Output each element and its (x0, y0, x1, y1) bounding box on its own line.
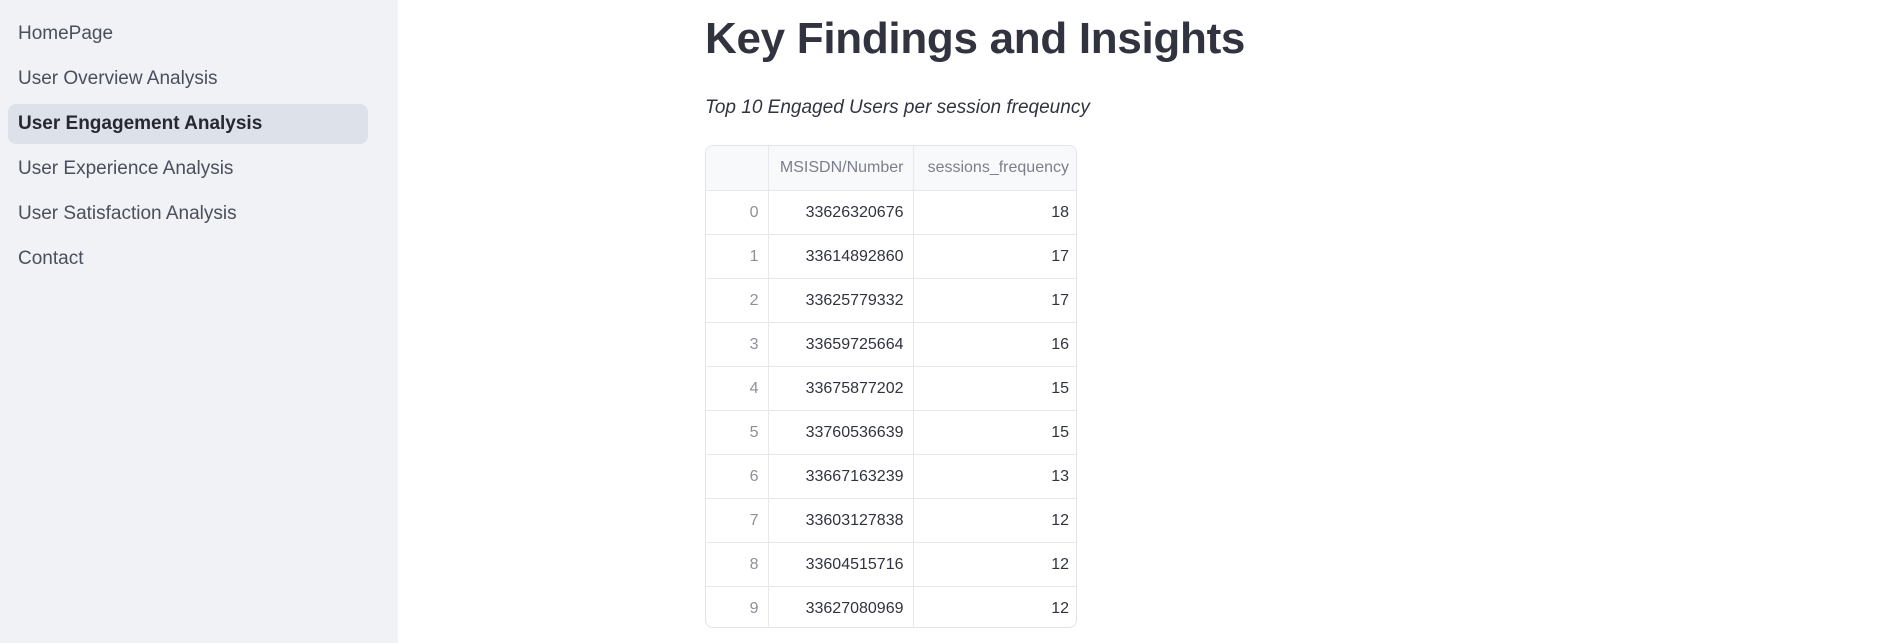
msisdn-cell[interactable]: 33626320676 (768, 190, 914, 235)
data-table[interactable]: MSISDN/Number sessions_frequency 0 33626… (705, 145, 1077, 628)
table-row: 4 33675877202 15 (706, 366, 1076, 411)
sidebar-item-user-experience-analysis[interactable]: User Experience Analysis (18, 158, 234, 179)
msisdn-cell[interactable]: 33625779332 (768, 278, 914, 323)
row-index[interactable]: 1 (706, 234, 769, 279)
row-index[interactable]: 0 (706, 190, 769, 235)
table-row: 8 33604515716 12 (706, 542, 1076, 587)
row-index[interactable]: 4 (706, 366, 769, 411)
table-row: 1 33614892860 17 (706, 234, 1076, 279)
table-row: 2 33625779332 17 (706, 278, 1076, 323)
sessions-frequency-cell[interactable]: 15 (913, 410, 1076, 455)
table-row: 6 33667163239 13 (706, 454, 1076, 499)
row-index[interactable]: 9 (706, 586, 769, 627)
table-caption: Top 10 Engaged Users per session freqeun… (705, 97, 1090, 118)
table-row: 7 33603127838 12 (706, 498, 1076, 543)
msisdn-cell[interactable]: 33603127838 (768, 498, 914, 543)
row-index[interactable]: 2 (706, 278, 769, 323)
sessions-frequency-cell[interactable]: 17 (913, 234, 1076, 279)
sessions-frequency-cell[interactable]: 16 (913, 322, 1076, 367)
row-index[interactable]: 7 (706, 498, 769, 543)
sidebar-item-contact[interactable]: Contact (18, 248, 84, 269)
sessions-frequency-cell[interactable]: 12 (913, 498, 1076, 543)
sidebar-item-user-overview-analysis[interactable]: User Overview Analysis (18, 68, 218, 89)
table-row: 5 33760536639 15 (706, 410, 1076, 455)
msisdn-cell[interactable]: 33627080969 (768, 586, 914, 627)
sidebar-item-user-satisfaction-analysis[interactable]: User Satisfaction Analysis (18, 203, 237, 224)
table-row: 3 33659725664 16 (706, 322, 1076, 367)
page-title: Key Findings and Insights (705, 14, 1246, 63)
sidebar-item-user-engagement-analysis[interactable]: User Engagement Analysis (8, 104, 368, 144)
sessions-frequency-cell[interactable]: 12 (1051, 599, 1069, 617)
msisdn-cell[interactable]: 33604515716 (768, 542, 914, 587)
row-index[interactable]: 3 (706, 322, 769, 367)
row-index[interactable]: 8 (706, 542, 769, 587)
table-row: 9 33627080969 12 (706, 586, 1076, 627)
sessions-frequency-cell[interactable]: 18 (913, 190, 1076, 235)
table-header-row: MSISDN/Number sessions_frequency (706, 146, 1076, 191)
row-index[interactable]: 6 (706, 454, 769, 499)
sidebar-item-homepage[interactable]: HomePage (18, 23, 114, 44)
msisdn-column-header[interactable]: MSISDN/Number (768, 146, 914, 191)
table-row: 0 33626320676 18 (706, 190, 1076, 235)
msisdn-cell[interactable]: 33667163239 (768, 454, 914, 499)
sessions-frequency-cell[interactable]: 15 (913, 366, 1076, 411)
msisdn-cell[interactable]: 33760536639 (768, 410, 914, 455)
row-index[interactable]: 5 (706, 410, 769, 455)
index-column-header[interactable] (706, 146, 769, 191)
sessions-frequency-cell[interactable]: 12 (913, 542, 1076, 587)
msisdn-cell[interactable]: 33675877202 (768, 366, 914, 411)
main-content: Key Findings and Insights Top 10 Engaged… (398, 0, 1892, 643)
sessions-frequency-cell[interactable]: 17 (913, 278, 1076, 323)
sidebar: HomePage User Overview Analysis User Eng… (0, 0, 398, 643)
msisdn-cell[interactable]: 33614892860 (768, 234, 914, 279)
msisdn-cell[interactable]: 33659725664 (768, 322, 914, 367)
sessions-frequency-cell[interactable]: 13 (913, 454, 1076, 499)
sessions-frequency-column-header[interactable]: sessions_frequency (913, 146, 1076, 191)
